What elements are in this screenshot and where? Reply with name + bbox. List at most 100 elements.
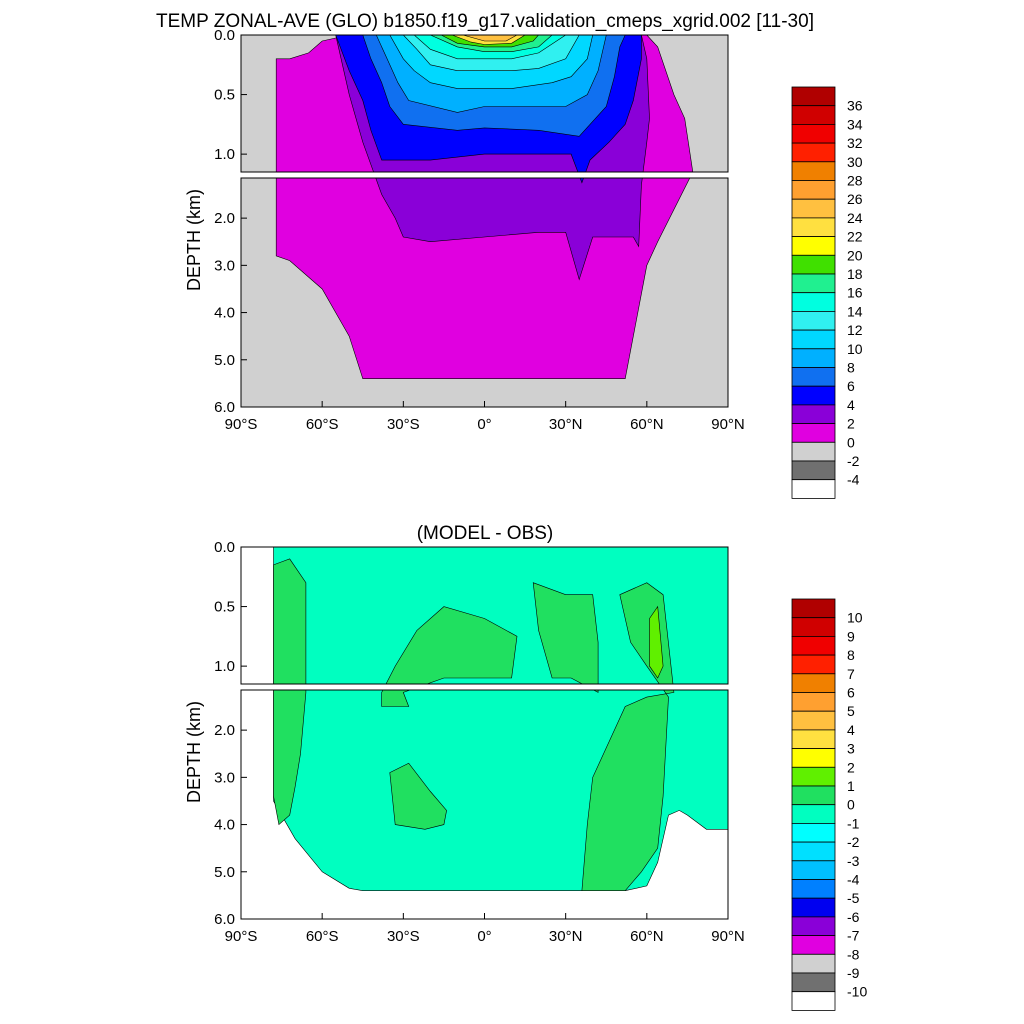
colorbar-swatch	[791, 860, 836, 880]
colorbar-label: -8	[847, 946, 860, 962]
colorbar-swatch	[791, 598, 836, 619]
upper-section	[241, 35, 728, 172]
colorbar-swatch	[791, 804, 836, 824]
colorbar-label: 26	[847, 191, 863, 207]
colorbar-swatch	[791, 236, 836, 256]
colorbar-label: 36	[847, 98, 863, 114]
colorbar-label: -1	[847, 815, 860, 831]
colorbar-swatch	[791, 692, 836, 712]
upper-frame	[240, 546, 729, 685]
chart-title: (MODEL - OBS)	[417, 523, 554, 544]
colorbar-swatch	[791, 479, 836, 499]
colorbar-label: 8	[847, 647, 855, 663]
colorbar-label: -10	[847, 984, 867, 1000]
x-tick-label: 60°S	[306, 928, 339, 945]
colorbar-swatch	[791, 142, 836, 163]
colorbar-label: -7	[847, 928, 860, 944]
colorbar-label: 2	[847, 416, 855, 432]
colorbar-swatch	[791, 441, 836, 462]
colorbar-swatch	[791, 879, 836, 899]
colorbar-swatch	[791, 329, 836, 350]
chart-title: TEMP ZONAL-AVE (GLO) b1850.f19_g17.valid…	[156, 11, 814, 32]
colorbar-label: 0	[847, 797, 855, 813]
colorbar-label: 10	[847, 610, 863, 626]
contour-band	[649, 605, 664, 679]
colorbar-swatch	[791, 180, 836, 200]
colorbar-swatch	[791, 385, 836, 406]
colorbar-swatch	[791, 105, 836, 125]
colorbar-label: 22	[847, 229, 863, 245]
y-tick-label: 5.0	[214, 352, 235, 369]
colorbar-swatch	[791, 953, 836, 974]
colorbar-label: 34	[847, 116, 863, 132]
y-tick-label: 0.5	[214, 599, 235, 616]
colorbar-swatch	[791, 991, 836, 1011]
colorbar-swatch	[791, 273, 836, 294]
colorbar-label: -4	[847, 872, 860, 888]
contour-band	[273, 547, 728, 684]
colorbar-label: 2	[847, 759, 855, 775]
colorbar-swatch	[791, 710, 836, 731]
colorbar-label: 30	[847, 154, 863, 170]
contour-band	[385, 606, 518, 684]
colorbar-label: -3	[847, 853, 860, 869]
x-tick-label: 60°N	[630, 416, 664, 433]
x-tick-label: 30°N	[549, 928, 583, 945]
colorbar-swatch	[791, 292, 836, 312]
x-tick-label: 0°	[477, 416, 491, 433]
colorbar-swatch	[791, 217, 836, 237]
colorbar-swatch	[791, 897, 836, 918]
y-tick-label: 1.0	[214, 146, 235, 163]
colorbar-swatch	[791, 404, 836, 424]
contour-band	[592, 690, 599, 693]
colorbar-label: 18	[847, 266, 863, 282]
colorbar-label: -2	[847, 834, 860, 850]
contour-band	[532, 582, 599, 684]
x-tick-label: 60°S	[306, 416, 339, 433]
contour-band	[375, 178, 643, 281]
colorbar-label: 12	[847, 322, 863, 338]
contour-band	[273, 690, 307, 826]
colorbar-label: -5	[847, 890, 860, 906]
colorbar-swatch	[791, 348, 836, 368]
colorbar-swatch	[791, 617, 836, 637]
colorbar-swatch	[791, 367, 836, 387]
colorbar-swatch	[791, 423, 836, 443]
colorbar-swatch	[791, 161, 836, 181]
x-tick-label: 30°N	[549, 416, 583, 433]
colorbar-label: 6	[847, 685, 855, 701]
contour-band	[581, 690, 675, 892]
colorbar-swatch	[791, 766, 836, 787]
contour-band	[381, 690, 411, 707]
colorbar-swatch	[791, 310, 836, 331]
temperature-panel: TEMP ZONAL-AVE (GLO) b1850.f19_g17.valid…	[156, 11, 863, 499]
y-tick-label: 3.0	[214, 769, 235, 786]
y-tick-label: 6.0	[214, 911, 235, 928]
colorbar-swatch	[791, 729, 836, 750]
colorbar-label: 4	[847, 397, 855, 413]
y-tick-label: 5.0	[214, 864, 235, 881]
colorbar-label: 3	[847, 741, 855, 757]
colorbar-label: 0	[847, 434, 855, 450]
colorbar-label: 10	[847, 341, 863, 357]
colorbar-swatch	[791, 460, 836, 481]
x-tick-label: 90°N	[711, 928, 745, 945]
y-tick-label: 3.0	[214, 257, 235, 274]
colorbar-label: 24	[847, 210, 863, 226]
x-tick-label: 30°S	[387, 928, 420, 945]
x-tick-label: 90°N	[711, 416, 745, 433]
colorbar-label: 6	[847, 378, 855, 394]
colorbar-label: -2	[847, 453, 860, 469]
colorbar-label: 5	[847, 703, 855, 719]
colorbar-label: 14	[847, 303, 863, 319]
y-tick-label: 2.0	[214, 722, 235, 739]
difference-panel: (MODEL - OBS) DEPTH (km) 0.0 0.5 1.0 2.0 3.0…	[184, 523, 867, 1011]
colorbar-swatch	[791, 972, 836, 993]
colorbar-swatch	[791, 841, 836, 862]
colorbar-swatch	[791, 198, 836, 219]
y-axis-label: DEPTH (km)	[184, 701, 204, 803]
upper-frame	[240, 34, 729, 173]
colorbar-label: 9	[847, 628, 855, 644]
